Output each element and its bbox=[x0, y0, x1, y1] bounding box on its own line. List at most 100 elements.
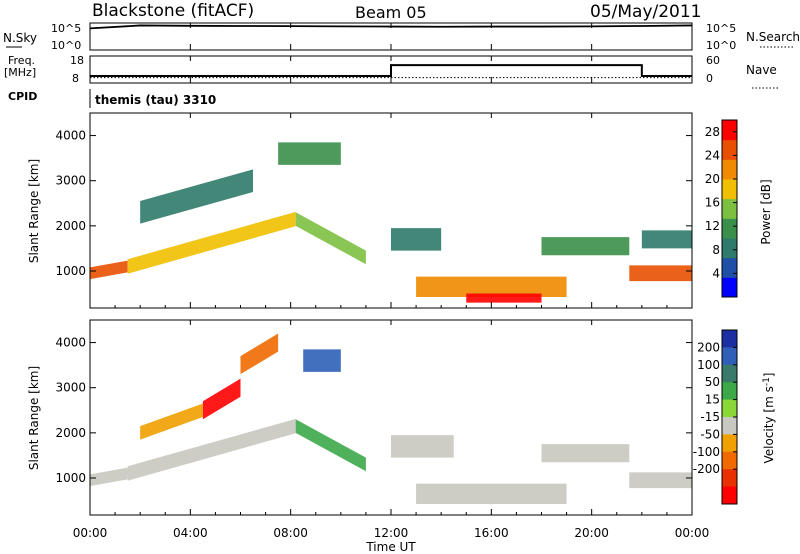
velocity-colorbar: 200 100 50 15 -15 -50 -100 -200 bbox=[693, 329, 738, 505]
velocity-colorbar-tick-label: 15 bbox=[705, 393, 720, 407]
velocity-colorbar-swatch bbox=[722, 486, 737, 505]
velocity-ytick-label: 3000 bbox=[55, 381, 86, 395]
power-region-4 bbox=[278, 142, 341, 165]
freq-lo-tick: 8 bbox=[72, 72, 79, 85]
velocity-colorbar-swatch bbox=[722, 399, 737, 418]
velocity-ytick-label: 2000 bbox=[55, 426, 86, 440]
x-tick-label: 16:00 bbox=[474, 526, 509, 540]
velocity-colorbar-swatch bbox=[722, 417, 737, 435]
power-region-6 bbox=[416, 276, 567, 297]
velocity-region-10 bbox=[629, 472, 692, 489]
nsearch-hi-tick: 10^5 bbox=[706, 22, 736, 35]
x-tick-label: 00:00 bbox=[73, 526, 108, 540]
nave-lo-tick: 0 bbox=[706, 72, 713, 85]
freq-hi-tick: 18 bbox=[70, 54, 84, 67]
velocity-y-axis: 1000 2000 3000 4000 bbox=[55, 336, 692, 485]
x-tick-label: 12:00 bbox=[374, 526, 409, 540]
velocity-ytick-label: 1000 bbox=[55, 471, 86, 485]
power-colorbar-swatch bbox=[722, 120, 737, 141]
power-ytick-label: 4000 bbox=[55, 129, 86, 143]
velocity-colorbar-swatch bbox=[722, 434, 737, 453]
velocity-colorbar-swatch bbox=[722, 330, 737, 348]
power-colorbar-swatch bbox=[722, 139, 737, 160]
nsky-hi-tick: 10^5 bbox=[51, 22, 81, 35]
power-colorbar-label: Power [dB] bbox=[759, 179, 773, 244]
power-colorbar-swatch bbox=[722, 238, 737, 259]
velocity-colorbar-swatch bbox=[722, 347, 737, 366]
nsearch-lo-tick: 10^0 bbox=[706, 39, 736, 52]
velocity-colorbar-swatch bbox=[722, 382, 737, 401]
beam-title: Beam 05 bbox=[355, 3, 427, 22]
velocity-panel: 1000 2000 3000 4000 Slant Range [km] 200 100… bbox=[27, 319, 776, 516]
velocity-region-4 bbox=[202, 378, 241, 420]
power-colorbar-tick-label: 4 bbox=[712, 266, 720, 280]
power-colorbar-swatch bbox=[722, 198, 737, 219]
velocity-region-5 bbox=[240, 333, 279, 375]
velocity-region-7 bbox=[391, 435, 454, 458]
x-tick-label: 08:00 bbox=[273, 526, 308, 540]
cpid-row: CPID themis (tau) 3310 bbox=[8, 89, 216, 108]
power-panel: 1000 2000 3000 4000 Slant Range [km] 4 8 12 16… bbox=[27, 112, 773, 309]
velocity-colorbar-label-sup: -1 bbox=[762, 377, 772, 386]
velocity-colorbar-swatch bbox=[722, 364, 737, 383]
velocity-colorbar-label-main: Velocity [m s bbox=[762, 386, 776, 463]
nave-hi-tick: 60 bbox=[706, 54, 720, 67]
velocity-colorbar-tick-label: -100 bbox=[693, 445, 720, 459]
power-colorbar-tick-label: 20 bbox=[705, 172, 720, 186]
time-x-axis: 00:00 04:00 08:00 12:00 16:00 20:00 00:00 bbox=[73, 23, 709, 540]
nave-label: Nave bbox=[746, 63, 777, 77]
power-colorbar-tick-label: 24 bbox=[705, 148, 720, 162]
power-colorbar-tick-label: 12 bbox=[705, 219, 720, 233]
date-title: 05/May/2011 bbox=[590, 2, 702, 22]
power-colorbar-tick-label: 28 bbox=[705, 125, 720, 139]
velocity-colorbar-label: Velocity [m s-1] bbox=[762, 373, 776, 464]
freq-unit-label: [MHz] bbox=[4, 66, 36, 79]
velocity-colorbar-swatch bbox=[722, 469, 737, 488]
power-colorbar-swatch bbox=[722, 179, 737, 200]
cpid-value: themis (tau) 3310 bbox=[95, 93, 216, 107]
velocity-colorbar-tick-label: 100 bbox=[697, 358, 720, 372]
power-colorbar-tick-label: 8 bbox=[712, 243, 720, 257]
power-ytick-label: 1000 bbox=[55, 264, 86, 278]
power-region-1 bbox=[127, 211, 296, 274]
velocity-colorbar-swatch bbox=[722, 451, 737, 470]
cpid-label: CPID bbox=[8, 90, 37, 103]
nsky-lo-tick: 10^0 bbox=[51, 39, 81, 52]
power-region-2 bbox=[295, 212, 366, 265]
velocity-colorbar-tick-label: -50 bbox=[700, 427, 720, 441]
power-colorbar-swatch bbox=[722, 159, 737, 180]
power-region-3 bbox=[140, 169, 254, 224]
power-region-0 bbox=[90, 260, 128, 280]
nsky-label: N.Sky bbox=[3, 31, 37, 45]
station-title: Blackstone (fitACF) bbox=[92, 1, 254, 21]
power-colorbar: 4 8 12 16 20 24 28 bbox=[705, 119, 738, 298]
velocity-heatmap bbox=[90, 333, 692, 504]
freq-label: Freq. bbox=[8, 54, 35, 67]
velocity-region-6 bbox=[303, 349, 341, 372]
power-ytick-label: 3000 bbox=[55, 174, 86, 188]
power-region-10 bbox=[641, 230, 692, 249]
power-y-axis: 1000 2000 3000 4000 bbox=[55, 129, 692, 278]
power-region-5 bbox=[391, 228, 442, 251]
velocity-colorbar-tick-label: -200 bbox=[693, 462, 720, 476]
power-colorbar-tick-label: 16 bbox=[705, 196, 720, 210]
velocity-ytick-label: 4000 bbox=[55, 336, 86, 350]
x-axis-label: Time UT bbox=[365, 540, 416, 554]
velocity-region-0 bbox=[90, 467, 128, 487]
velocity-region-9 bbox=[541, 444, 630, 463]
power-ylabel: Slant Range [km] bbox=[27, 159, 41, 263]
power-ytick-label: 2000 bbox=[55, 219, 86, 233]
power-region-7 bbox=[466, 293, 542, 303]
x-tick-label: 04:00 bbox=[173, 526, 208, 540]
velocity-colorbar-tick-label: -15 bbox=[700, 410, 720, 424]
velocity-region-3 bbox=[140, 403, 203, 440]
nsky-panel: N.Sky 10^5 10^0 10^5 10^0 N.Search bbox=[3, 22, 800, 52]
power-region-8 bbox=[541, 237, 630, 256]
power-colorbar-swatch bbox=[722, 257, 737, 278]
nsearch-label: N.Search bbox=[746, 30, 800, 44]
power-colorbar-swatch bbox=[722, 218, 737, 239]
x-tick-label: 20:00 bbox=[574, 526, 609, 540]
power-colorbar-swatch bbox=[722, 277, 737, 298]
power-colorbar-frame bbox=[721, 119, 738, 298]
